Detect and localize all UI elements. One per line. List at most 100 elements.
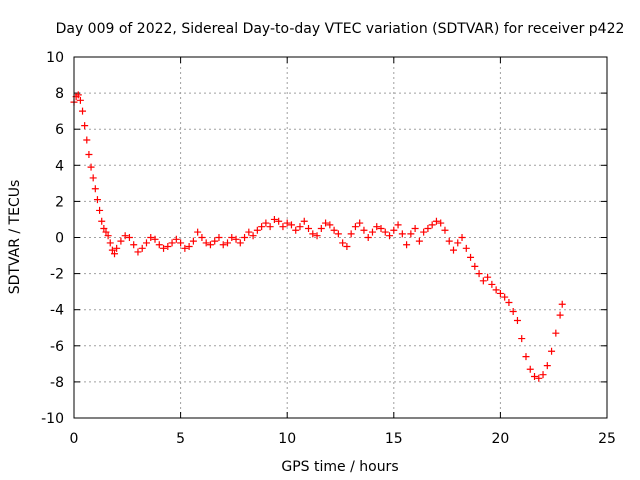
data-point — [558, 300, 566, 308]
y-tick-label: -4 — [50, 303, 64, 319]
data-point — [501, 293, 509, 301]
data-point — [556, 311, 564, 319]
y-axis-ticks: -10 -8 -6 -4 -2 0 2 4 6 8 10 — [41, 50, 607, 427]
data-point — [106, 239, 114, 247]
data-point — [492, 286, 500, 294]
data-point — [85, 150, 93, 158]
data-point — [424, 224, 432, 232]
data-point — [228, 234, 236, 241]
y-tick-label: -8 — [50, 375, 64, 391]
data-point — [296, 223, 304, 231]
grid-lines — [74, 57, 607, 418]
data-series — [70, 91, 566, 382]
data-point — [79, 107, 87, 115]
y-tick-label: -6 — [50, 339, 64, 355]
data-point — [462, 244, 470, 252]
data-point — [343, 243, 351, 251]
y-tick-label: -2 — [50, 267, 64, 283]
data-point — [522, 353, 530, 361]
data-point — [266, 223, 274, 231]
data-point — [283, 219, 291, 227]
data-point — [168, 239, 176, 247]
data-point — [130, 241, 138, 249]
data-point — [262, 219, 270, 227]
data-point — [381, 228, 389, 236]
y-tick-label: 0 — [55, 231, 64, 247]
data-point — [526, 365, 534, 373]
x-tick-label: 15 — [385, 431, 403, 447]
data-point — [74, 91, 82, 99]
y-tick-label: 10 — [46, 50, 64, 66]
data-point — [113, 244, 121, 252]
data-point — [177, 239, 185, 247]
y-tick-label: 8 — [55, 86, 64, 102]
data-point — [531, 372, 539, 380]
data-point — [449, 246, 457, 254]
x-axis-label: GPS time / hours — [281, 459, 398, 475]
data-point — [390, 226, 398, 234]
data-point — [505, 298, 513, 306]
data-point — [215, 234, 223, 241]
plot-frame — [73, 56, 608, 419]
data-point — [151, 235, 159, 243]
x-tick-label: 20 — [491, 431, 509, 447]
data-point — [317, 224, 325, 232]
data-point — [484, 273, 492, 281]
data-point — [458, 234, 466, 241]
x-tick-label: 0 — [70, 431, 79, 447]
data-point — [356, 219, 364, 227]
data-point — [428, 221, 436, 229]
data-point — [147, 234, 155, 241]
data-point — [125, 234, 133, 241]
data-point — [445, 237, 453, 245]
data-point — [202, 239, 210, 247]
data-point — [377, 224, 385, 232]
data-point — [83, 136, 91, 144]
data-point — [100, 224, 108, 232]
data-point — [471, 262, 479, 270]
data-point — [241, 234, 249, 241]
data-point — [437, 219, 445, 227]
y-tick-label: 4 — [55, 158, 64, 174]
data-point — [185, 243, 193, 251]
data-point — [339, 239, 347, 247]
data-point — [509, 308, 517, 316]
data-point — [164, 243, 172, 251]
data-point — [236, 239, 244, 247]
data-point — [232, 235, 240, 243]
data-point — [535, 374, 543, 382]
data-point — [548, 347, 556, 355]
data-point — [245, 228, 253, 236]
data-point — [479, 277, 487, 285]
data-point — [292, 226, 300, 234]
y-axis-label: SDTVAR / TECUs — [7, 180, 23, 295]
data-point — [334, 230, 342, 238]
data-point — [111, 250, 119, 258]
data-point — [194, 228, 202, 236]
x-tick-label: 10 — [278, 431, 296, 447]
data-point — [219, 241, 227, 249]
data-point — [454, 239, 462, 247]
data-point — [415, 237, 423, 245]
data-point — [326, 221, 334, 229]
data-point — [539, 371, 547, 379]
data-point — [270, 215, 278, 223]
x-tick-label: 5 — [176, 431, 185, 447]
data-point — [347, 230, 355, 238]
data-point — [181, 244, 189, 252]
data-point — [121, 232, 129, 240]
data-point — [386, 232, 394, 240]
data-point — [488, 280, 496, 288]
data-point — [305, 224, 313, 232]
data-point — [364, 234, 372, 241]
data-point — [155, 241, 163, 249]
data-point — [394, 221, 402, 229]
data-point — [407, 230, 415, 238]
data-point — [322, 219, 330, 227]
data-point — [96, 206, 104, 214]
data-point — [351, 223, 359, 231]
data-point — [330, 226, 338, 234]
data-point — [98, 217, 106, 225]
data-point — [142, 239, 150, 247]
